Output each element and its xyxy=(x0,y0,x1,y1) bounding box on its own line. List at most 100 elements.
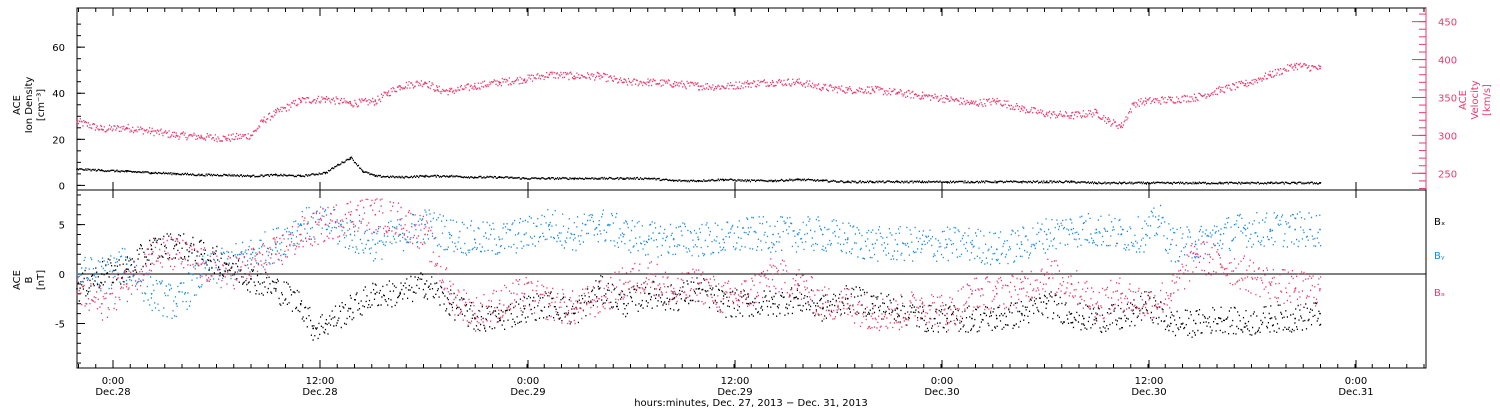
b-series-2-point-43 xyxy=(1145,302,1147,305)
density-series-point-45 xyxy=(1145,182,1147,184)
velocity-series-point-37 xyxy=(921,95,924,97)
velocity-series-point-11 xyxy=(324,98,327,100)
b-series-0-point-21 xyxy=(573,312,576,315)
velocity-series-point-8 xyxy=(262,119,265,122)
density-series-point-14 xyxy=(374,175,377,178)
density-series-point-22 xyxy=(573,177,576,180)
b-series-0-point-1 xyxy=(100,273,103,275)
b-series-2-point-29 xyxy=(797,283,799,285)
b-series-0-point-26 xyxy=(697,287,700,290)
b-series-0-point-41 xyxy=(1070,312,1073,315)
density-series-point-48 xyxy=(1219,182,1222,184)
b-series-2 xyxy=(76,198,1322,332)
b-series-2-point-33 xyxy=(896,312,899,315)
b-series-2-point-45 xyxy=(1194,253,1197,256)
velocity-series-point-29 xyxy=(722,85,725,88)
velocity-series-point-55 xyxy=(1319,67,1321,70)
velocity-series-point-25 xyxy=(623,81,625,84)
velocity-series-point-47 xyxy=(1132,102,1135,105)
density-series-point-16 xyxy=(424,175,426,178)
bottom-axis-label-line-2: [nT] xyxy=(36,270,47,290)
b-series-2-point-26 xyxy=(722,297,725,300)
velocity-series-point-21 xyxy=(523,78,526,81)
velocity-series-point-27 xyxy=(672,82,675,85)
velocity-series-point-35 xyxy=(871,89,874,91)
legend-entry-1: Bᵧ xyxy=(1434,251,1445,262)
velocity-series-point-24 xyxy=(598,75,600,78)
b-series-1-point-14 xyxy=(424,223,426,226)
density-series-point-26 xyxy=(672,179,675,182)
b-series-1-point-44 xyxy=(1157,218,1160,221)
b-series-1-point-37 xyxy=(995,248,998,251)
velocity-series-point-31 xyxy=(772,81,774,84)
b-series-1-point-50 xyxy=(1294,228,1297,231)
legend-entry-2: Bₔ xyxy=(1434,288,1445,299)
b-series-2-point-39 xyxy=(1045,273,1048,275)
b-series-1-point-5 xyxy=(200,273,203,275)
top-right-axis-label-line-2: [km/s] xyxy=(1482,84,1493,116)
density-series-point-32 xyxy=(821,179,824,182)
density-series-point-39 xyxy=(995,181,998,183)
bottom-panel: -5 0 5 ACEB[nT] Bₓ Bᵧ Bₔ xyxy=(12,189,1445,369)
b-series-2-point-19 xyxy=(548,302,551,305)
b-series-2-point-16 xyxy=(473,312,476,315)
velocity-series-points xyxy=(77,62,1322,143)
velocity-series-point-51 xyxy=(1219,89,1222,91)
velocity-series-point-45 xyxy=(1107,120,1110,123)
b-series-0-point-31 xyxy=(821,307,824,310)
b-series-1-point-28 xyxy=(772,233,774,236)
b-series-0-point-12 xyxy=(349,307,352,310)
b-series-0-point-5 xyxy=(200,253,203,256)
x-tick-date-6: Dec.31 xyxy=(1338,387,1373,398)
b-series-1-point-0 xyxy=(76,273,78,275)
b-series-1-point-17 xyxy=(498,238,501,241)
density-series-point-51 xyxy=(1294,182,1297,184)
b-series-0-point-7 xyxy=(250,278,252,280)
b-series-2-point-24 xyxy=(672,292,675,295)
density-series-point-33 xyxy=(846,181,849,183)
velocity-series-point-6 xyxy=(225,137,228,140)
b-series-2-point-22 xyxy=(623,283,625,285)
b-series-0-point-49 xyxy=(1219,317,1222,320)
b-series-0-point-36 xyxy=(946,317,948,320)
velocity-series-point-38 xyxy=(946,98,948,100)
velocity-series-point-5 xyxy=(200,136,203,138)
b-series-0-point-24 xyxy=(647,292,650,295)
b-series-2-point-46 xyxy=(1219,263,1222,266)
density-series-point-37 xyxy=(946,181,948,183)
b-series-0-point-51 xyxy=(1269,317,1272,320)
b-series-1-point-20 xyxy=(573,233,576,236)
x-tick-time-4: 0:00 xyxy=(931,376,953,387)
b-series-0-point-28 xyxy=(747,302,750,305)
b-series-2-points xyxy=(77,198,1322,332)
velocity-series-point-34 xyxy=(846,89,849,91)
density-series-point-12 xyxy=(349,156,352,159)
velocity-series-point-40 xyxy=(995,100,998,103)
density-series-point-2 xyxy=(125,170,128,173)
b-series-2-point-25 xyxy=(697,283,700,285)
density-series-point-38 xyxy=(971,181,973,183)
b-series-2-point-12 xyxy=(374,213,377,216)
top-left-axis-label-line-2: [cm⁻³] xyxy=(36,89,47,121)
top-right-axis-label-line-1: Velocity xyxy=(1470,80,1481,119)
b-series-1-point-46 xyxy=(1194,243,1197,246)
b-series-0-point-50 xyxy=(1244,322,1247,325)
velocity-series-point-50 xyxy=(1194,96,1197,99)
b-series-0-point-35 xyxy=(921,317,924,320)
b-series-2-point-42 xyxy=(1120,292,1123,295)
velocity-series-point-15 xyxy=(399,85,402,88)
x-tick-date-3: Dec.29 xyxy=(717,387,752,398)
density-series-point-10 xyxy=(324,171,327,174)
b-series-2-point-4 xyxy=(175,253,178,256)
b-series-2-point-32 xyxy=(871,312,874,315)
b-series-1-point-48 xyxy=(1244,228,1247,231)
b-series-1-point-39 xyxy=(1045,233,1048,236)
b-series-1-point-32 xyxy=(871,243,874,246)
velocity-series-point-0 xyxy=(76,120,78,123)
density-series-point-9 xyxy=(299,175,302,178)
density-series-point-49 xyxy=(1244,182,1247,184)
b-series-1-point-41 xyxy=(1095,228,1098,231)
density-series-point-7 xyxy=(250,175,252,178)
density-series-point-34 xyxy=(871,181,874,183)
